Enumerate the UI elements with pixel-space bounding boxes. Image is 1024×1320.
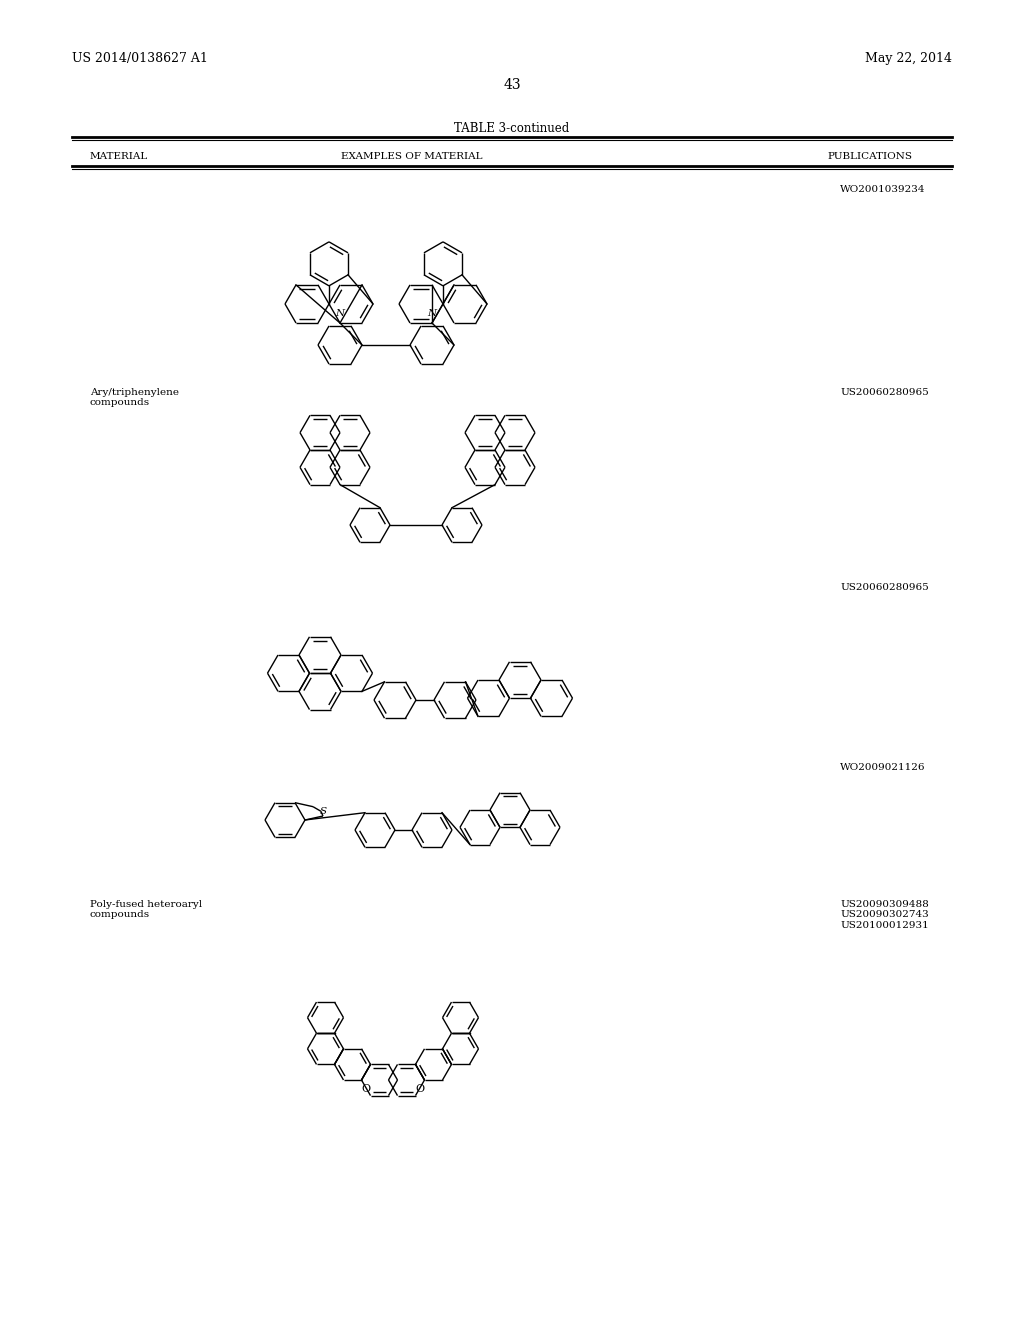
Text: N: N bbox=[427, 309, 436, 318]
Text: Ary/triphenylene
compounds: Ary/triphenylene compounds bbox=[90, 388, 179, 408]
Text: May 22, 2014: May 22, 2014 bbox=[865, 51, 952, 65]
Text: US20090309488
US20090302743
US20100012931: US20090309488 US20090302743 US2010001293… bbox=[840, 900, 929, 929]
Text: WO2009021126: WO2009021126 bbox=[840, 763, 926, 772]
Text: WO2001039234: WO2001039234 bbox=[840, 185, 926, 194]
Text: US20060280965: US20060280965 bbox=[840, 583, 929, 591]
Text: PUBLICATIONS: PUBLICATIONS bbox=[827, 152, 912, 161]
Text: US20060280965: US20060280965 bbox=[840, 388, 929, 397]
Text: O: O bbox=[361, 1084, 371, 1094]
Text: Poly-fused heteroaryl
compounds: Poly-fused heteroaryl compounds bbox=[90, 900, 202, 920]
Text: O: O bbox=[416, 1084, 425, 1094]
Text: EXAMPLES OF MATERIAL: EXAMPLES OF MATERIAL bbox=[341, 152, 482, 161]
Text: US 2014/0138627 A1: US 2014/0138627 A1 bbox=[72, 51, 208, 65]
Text: S: S bbox=[319, 807, 327, 816]
Text: 43: 43 bbox=[503, 78, 521, 92]
Text: TABLE 3-continued: TABLE 3-continued bbox=[455, 121, 569, 135]
Text: N: N bbox=[336, 309, 344, 318]
Text: MATERIAL: MATERIAL bbox=[90, 152, 148, 161]
